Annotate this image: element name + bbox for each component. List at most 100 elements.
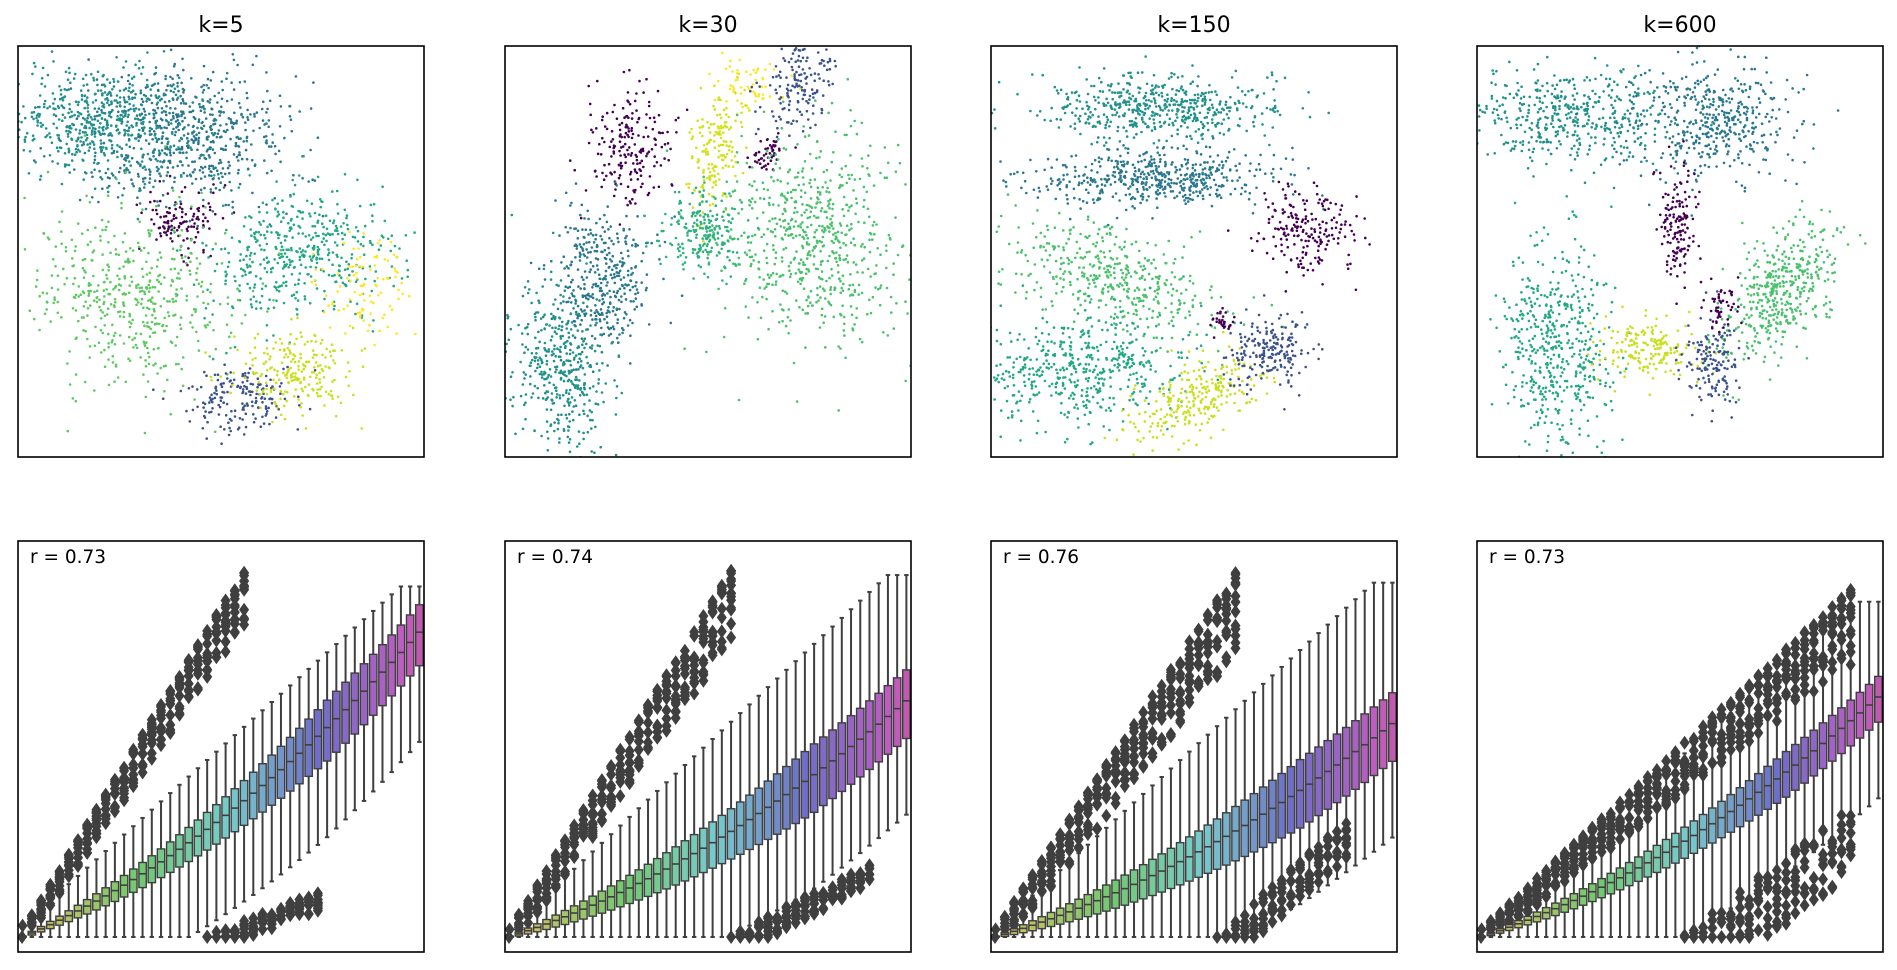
box-mark	[615, 824, 625, 938]
box-mark	[1360, 589, 1370, 860]
box-mark	[322, 651, 332, 839]
box-mark	[1249, 691, 1259, 930]
box-mark	[1074, 852, 1084, 938]
scatter-cluster	[1706, 199, 1867, 402]
scatter-points	[1674, 290, 1750, 423]
box-series	[1477, 600, 1883, 938]
box-mark	[837, 616, 847, 869]
box-mark	[1486, 920, 1496, 938]
box-mark	[1790, 656, 1800, 868]
scatter-panel-1: k=30	[504, 13, 912, 458]
box-mark	[735, 712, 745, 932]
box-mark	[892, 574, 902, 824]
box-mark	[1369, 581, 1379, 853]
box-mark	[791, 660, 801, 901]
box-mark	[368, 609, 378, 793]
box-mark	[1560, 856, 1570, 938]
scatter-cluster	[999, 132, 1325, 227]
box-mark	[1707, 728, 1717, 921]
box-mark	[652, 789, 662, 938]
box-mark	[184, 775, 194, 938]
scatter-cluster	[1674, 290, 1750, 423]
box-mark	[119, 833, 129, 938]
box-mark	[1587, 832, 1597, 938]
box-mark	[1286, 657, 1296, 911]
box-mark	[147, 808, 157, 938]
box-mark	[1477, 928, 1487, 938]
scatter-cluster	[1586, 305, 1718, 396]
box-mark	[414, 585, 424, 743]
scatter-points	[32, 48, 325, 228]
scatter-points	[999, 132, 1325, 227]
box-mark	[1643, 784, 1653, 938]
box-mark	[698, 746, 708, 938]
box-mark	[27, 916, 37, 938]
box-mark	[754, 694, 764, 922]
plot-area	[505, 563, 911, 944]
box-mark	[1726, 712, 1736, 910]
box-mark	[597, 841, 607, 938]
scatter-points	[1477, 55, 1715, 190]
box-mark	[331, 643, 341, 830]
box-mark	[341, 634, 350, 821]
box-mark	[579, 859, 588, 938]
box-mark	[1624, 800, 1634, 938]
scatter-cluster	[310, 230, 417, 347]
box-mark	[1523, 888, 1533, 938]
box-mark	[772, 677, 782, 912]
box-mark	[64, 883, 74, 938]
box-mark	[1541, 872, 1551, 938]
scatter-cluster	[32, 48, 325, 228]
box-mark	[1735, 704, 1745, 904]
outlier-markers	[18, 565, 323, 944]
box-mark	[726, 720, 736, 937]
box-mark	[387, 593, 397, 774]
box-mark	[1111, 818, 1120, 938]
scatter-cluster	[991, 275, 1236, 446]
box-mark	[551, 885, 561, 938]
panel-title: k=150	[1157, 13, 1230, 38]
box-mark	[662, 781, 671, 938]
box-mark	[1680, 752, 1690, 936]
outlier-diamonds	[1477, 582, 1856, 944]
box-panel-2: r = 0.76	[990, 540, 1398, 953]
correlation-annotation: r = 0.73	[30, 547, 106, 568]
box-mark	[1157, 775, 1167, 938]
box-mark	[818, 634, 828, 883]
box-mark	[1597, 824, 1606, 938]
box-mark	[1277, 665, 1287, 916]
scatter-points	[685, 72, 751, 243]
scatter-points	[665, 77, 911, 412]
scatter-panel-0: k=5	[17, 13, 425, 458]
box-mark	[18, 924, 28, 938]
box-mark	[36, 908, 46, 938]
scatter-points	[1209, 306, 1236, 339]
box-mark	[1615, 808, 1625, 938]
box-mark	[1763, 680, 1773, 887]
box-mark	[1754, 688, 1763, 893]
scatter-cluster	[749, 46, 837, 139]
scatter-cluster	[685, 72, 751, 243]
box-mark	[55, 891, 64, 938]
outlier-diamonds	[991, 566, 1352, 944]
axes-frame	[1476, 45, 1884, 458]
box-mark	[276, 692, 286, 876]
box-mark	[1000, 919, 1010, 938]
box-mark	[1314, 632, 1323, 893]
box-mark	[1846, 608, 1856, 824]
box-mark	[1569, 848, 1579, 938]
box-mark	[1504, 904, 1514, 938]
scatter-points	[749, 46, 837, 139]
box-mark	[258, 709, 267, 890]
box-mark	[1606, 816, 1616, 938]
box-mark	[1532, 880, 1542, 938]
scatter-points	[991, 275, 1236, 446]
box-mark	[717, 729, 727, 938]
box-mark	[110, 841, 120, 938]
box-mark	[1351, 598, 1360, 867]
scatter-panel-3: k=600	[1476, 13, 1884, 458]
box-mark	[1873, 600, 1883, 800]
scatter-cluster	[1222, 294, 1324, 411]
box-mark	[1018, 902, 1028, 938]
box-mark	[1670, 760, 1680, 938]
